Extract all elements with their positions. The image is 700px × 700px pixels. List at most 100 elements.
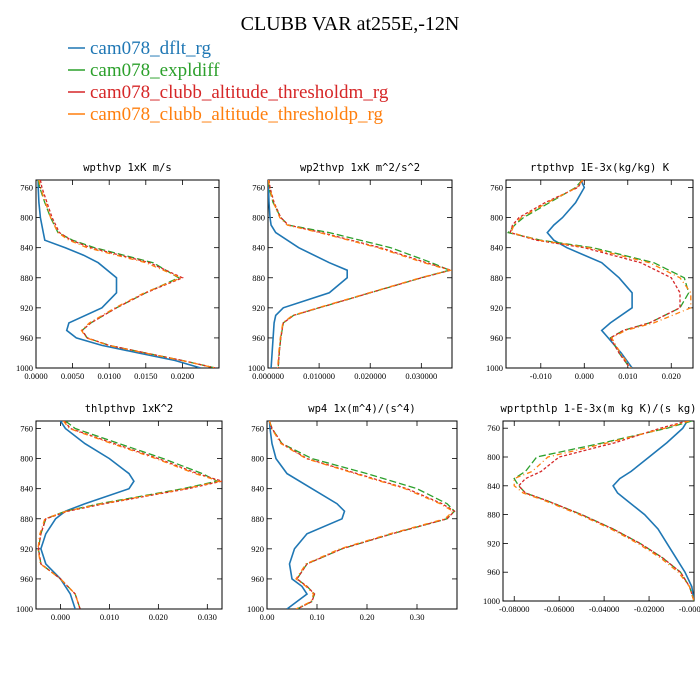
legend-label-3: cam078_clubb_altitude_thresholdp_rg bbox=[90, 104, 384, 125]
panel-title: wprtpthlp 1-E-3x(m kg K)/(s kg) bbox=[501, 403, 697, 415]
y-tick-label: 800 bbox=[487, 452, 500, 462]
x-tick-label: 0.0050 bbox=[61, 371, 84, 381]
y-tick-label: 800 bbox=[490, 213, 503, 223]
y-tick-label: 840 bbox=[251, 484, 264, 494]
series-line-3 bbox=[513, 421, 694, 601]
y-tick-label: 760 bbox=[20, 183, 33, 193]
series-line-0 bbox=[37, 180, 201, 368]
panel-2: rtpthvp 1E-3x(kg/kg) K 760 800 840 880 920 960… bbox=[486, 162, 694, 381]
series-line-0 bbox=[268, 421, 346, 609]
series-line-2 bbox=[509, 180, 681, 368]
y-tick-label: 880 bbox=[251, 514, 264, 524]
x-tick-label: 0.30 bbox=[410, 612, 425, 622]
y-tick-label: 800 bbox=[251, 454, 264, 464]
series-line-3 bbox=[37, 421, 222, 609]
y-tick-label: 1000 bbox=[486, 363, 503, 373]
x-tick-label: 0.20 bbox=[360, 612, 375, 622]
y-tick-label: 760 bbox=[251, 424, 264, 434]
x-tick-label: 0.00 bbox=[260, 612, 275, 622]
y-tick-label: 1000 bbox=[248, 363, 265, 373]
series-line-0 bbox=[40, 421, 135, 609]
panel-title: thlpthvp 1xK^2 bbox=[85, 403, 174, 415]
panel-1: wp2thvp 1xK m^2/s^2 760 800 840 880 920 960 100… bbox=[248, 162, 453, 381]
y-tick-label: 960 bbox=[20, 333, 33, 343]
x-tick-label: 0.0150 bbox=[134, 371, 157, 381]
y-tick-label: 960 bbox=[252, 333, 265, 343]
x-tick-label: 0.0100 bbox=[98, 371, 121, 381]
figure-title: CLUBB VAR at255E,-12N bbox=[241, 13, 460, 35]
plot-frame bbox=[35, 420, 223, 610]
x-tick-label: 0.030 bbox=[198, 612, 217, 622]
y-tick-label: 760 bbox=[252, 183, 265, 193]
x-tick-label: 0.010 bbox=[618, 371, 637, 381]
y-tick-label: 920 bbox=[251, 544, 264, 554]
panel-3: thlpthvp 1xK^2 760 800 840 880 920 960 1000 0.00… bbox=[16, 403, 223, 622]
x-tick-label: -0.08000 bbox=[499, 604, 529, 614]
y-tick-label: 800 bbox=[20, 454, 33, 464]
y-tick-label: 760 bbox=[20, 424, 33, 434]
plot-frame bbox=[502, 420, 695, 602]
y-tick-label: 760 bbox=[487, 423, 500, 433]
y-tick-label: 800 bbox=[20, 213, 33, 223]
y-tick-label: 920 bbox=[487, 538, 500, 548]
x-tick-label: -0.010 bbox=[530, 371, 552, 381]
panel-4: wp4 1x(m^4)/(s^4)76080084088092096010000… bbox=[247, 403, 458, 622]
plot-frame bbox=[266, 420, 458, 610]
series-line-0 bbox=[612, 421, 694, 601]
series-line-2 bbox=[517, 421, 694, 601]
x-tick-label: 0.10 bbox=[310, 612, 325, 622]
panel-title: wp2thvp 1xK m^2/s^2 bbox=[300, 162, 420, 174]
y-tick-label: 880 bbox=[20, 514, 33, 524]
y-tick-label: 920 bbox=[20, 303, 33, 313]
x-tick-label: -0.06000 bbox=[544, 604, 574, 614]
series-line-3 bbox=[268, 180, 452, 368]
y-tick-label: 920 bbox=[252, 303, 265, 313]
y-tick-label: 960 bbox=[487, 567, 500, 577]
panel-0: wpthvp 1xK m/s76080084088092096010000.00… bbox=[16, 162, 220, 381]
x-tick-label: 0.020 bbox=[662, 371, 681, 381]
x-tick-label: 0.010 bbox=[100, 612, 119, 622]
x-tick-label: 0.020000 bbox=[354, 371, 386, 381]
series-line-2 bbox=[268, 421, 456, 609]
panels: wpthvp 1xK m/s76080084088092096010000.00… bbox=[16, 162, 700, 622]
y-tick-label: 800 bbox=[252, 213, 265, 223]
series-line-3 bbox=[510, 180, 692, 368]
x-tick-label: 0.020 bbox=[149, 612, 168, 622]
y-tick-label: 960 bbox=[20, 574, 33, 584]
y-tick-label: 840 bbox=[487, 481, 500, 491]
legend-label-2: cam078_clubb_altitude_thresholdm_rg bbox=[90, 82, 389, 103]
x-tick-label: -0.04000 bbox=[589, 604, 619, 614]
series-line-1 bbox=[37, 421, 219, 609]
x-tick-label: 0.010000 bbox=[303, 371, 335, 381]
legend-label-0: cam078_dflt_rg bbox=[90, 38, 212, 59]
x-tick-label: 0.000 bbox=[575, 371, 594, 381]
x-tick-label: -0.02000 bbox=[634, 604, 664, 614]
y-tick-label: 840 bbox=[252, 243, 265, 253]
x-tick-label: 0.000000 bbox=[252, 371, 284, 381]
y-tick-label: 1000 bbox=[247, 604, 264, 614]
panel-title: wp4 1x(m^4)/(s^4) bbox=[308, 403, 415, 415]
x-tick-label: 0.000 bbox=[51, 612, 70, 622]
series-line-3 bbox=[38, 180, 216, 368]
x-tick-label: 0.0200 bbox=[171, 371, 194, 381]
y-tick-label: 920 bbox=[490, 303, 503, 313]
panel-title: wpthvp 1xK m/s bbox=[83, 162, 172, 174]
series-line-1 bbox=[513, 421, 694, 601]
plot-frame bbox=[35, 179, 220, 369]
plot-frame bbox=[505, 179, 694, 369]
panel-title: rtpthvp 1E-3x(kg/kg) K bbox=[530, 162, 670, 174]
y-tick-label: 840 bbox=[20, 484, 33, 494]
legend-label-1: cam078_expldiff bbox=[90, 60, 220, 81]
y-tick-label: 880 bbox=[20, 273, 33, 283]
series-line-1 bbox=[268, 180, 452, 368]
series-line-2 bbox=[39, 180, 216, 368]
y-tick-label: 880 bbox=[490, 273, 503, 283]
legend: cam078_dflt_rg cam078_expldiff cam078_cl… bbox=[68, 38, 389, 125]
series-line-0 bbox=[546, 180, 633, 368]
series-line-1 bbox=[37, 180, 216, 368]
y-tick-label: 840 bbox=[490, 243, 503, 253]
y-tick-label: 960 bbox=[490, 333, 503, 343]
plot-frame bbox=[267, 179, 453, 369]
y-tick-label: 920 bbox=[20, 544, 33, 554]
